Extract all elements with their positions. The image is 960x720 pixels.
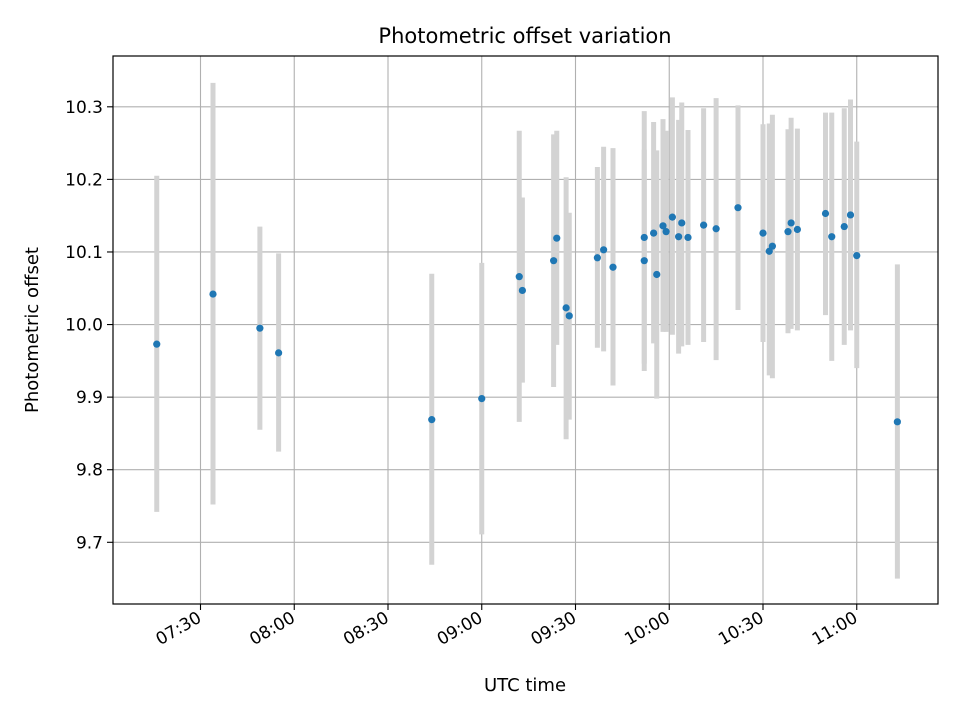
data-point: [653, 270, 661, 279]
data-point: [846, 211, 855, 219]
y-tick-label: 9.7: [76, 533, 103, 553]
y-tick-label: 10.1: [65, 243, 103, 263]
data-point: [562, 304, 570, 312]
data-point: [678, 219, 686, 227]
plot-frame: [112, 55, 939, 605]
data-point: [256, 324, 264, 332]
y-axis-label: Photometric offset: [22, 247, 43, 413]
data-point: [428, 416, 436, 424]
data-points: [153, 204, 901, 426]
y-tick-label: 10.3: [65, 98, 103, 118]
data-point: [209, 290, 217, 298]
data-point: [840, 222, 848, 231]
data-point: [662, 228, 670, 236]
data-point: [275, 349, 283, 357]
data-point: [793, 225, 801, 234]
y-tick-label: 10.0: [65, 316, 103, 336]
data-point: [668, 213, 676, 221]
data-point: [893, 418, 901, 426]
data-point: [821, 209, 830, 218]
data-point: [640, 257, 648, 265]
data-point: [784, 228, 792, 236]
y-tick-label: 9.8: [76, 461, 103, 481]
data-point: [609, 263, 617, 271]
y-tick-label: 10.2: [65, 170, 103, 190]
data-point: [768, 242, 776, 250]
data-point: [153, 340, 161, 348]
data-point: [478, 394, 486, 403]
data-point: [659, 222, 667, 230]
data-point: [593, 254, 601, 262]
chart-title: Photometric offset variation: [378, 24, 671, 48]
data-point: [518, 286, 526, 295]
data-point: [684, 233, 692, 242]
data-point: [565, 312, 573, 320]
data-point: [787, 219, 795, 227]
data-point: [734, 204, 742, 212]
data-point: [640, 233, 648, 242]
data-point: [550, 257, 558, 265]
data-point: [650, 229, 658, 237]
data-point: [553, 234, 561, 242]
data-point: [600, 246, 608, 254]
data-point: [712, 225, 720, 233]
data-point: [759, 229, 767, 237]
data-point: [675, 233, 683, 241]
data-point: [515, 273, 523, 281]
data-point: [700, 221, 708, 229]
y-tick-label: 9.9: [76, 388, 103, 408]
x-axis-label: UTC time: [484, 675, 566, 696]
data-point: [828, 233, 836, 241]
data-point: [853, 252, 861, 260]
